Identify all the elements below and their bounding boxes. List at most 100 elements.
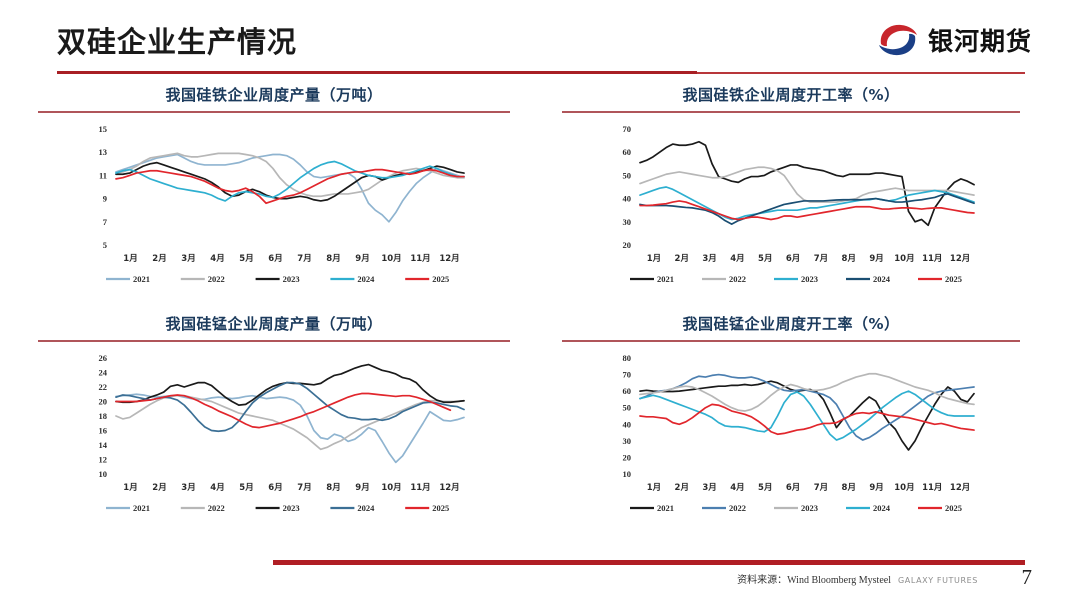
svg-text:5月: 5月 — [239, 254, 253, 264]
svg-text:10月: 10月 — [894, 254, 914, 264]
svg-text:6月: 6月 — [786, 483, 800, 493]
svg-text:10: 10 — [99, 469, 108, 479]
chart-panel-ferrosilicon-output: 我国硅铁企业周度产量（万吨） 5 7 9 11 13 15 1月 2月 3月 4月 5月 6月 7月 8月… — [38, 84, 510, 303]
chart-canvas: 5 7 9 11 13 15 1月 2月 3月 4月 5月 6月 7月 8月 9月 10月 11月 12月 2021… — [38, 113, 510, 303]
page-title: 双硅企业生产情况 — [57, 25, 298, 59]
svg-text:11月: 11月 — [410, 254, 430, 264]
svg-text:2023: 2023 — [801, 503, 818, 513]
chart-title: 我国硅锰企业周度开工率（%） — [682, 315, 900, 333]
svg-text:2月: 2月 — [675, 254, 689, 264]
svg-text:9月: 9月 — [355, 254, 369, 264]
svg-text:12月: 12月 — [439, 483, 459, 493]
svg-text:2025: 2025 — [432, 274, 449, 284]
chart-title-rule — [562, 111, 1020, 113]
source-label: 资料来源： — [737, 575, 788, 586]
svg-text:16: 16 — [99, 426, 108, 436]
svg-text:2021: 2021 — [657, 503, 674, 513]
svg-text:11月: 11月 — [922, 254, 942, 264]
svg-text:9月: 9月 — [869, 254, 883, 264]
svg-text:70: 70 — [623, 124, 632, 134]
svg-text:7月: 7月 — [814, 254, 828, 264]
svg-text:20: 20 — [99, 397, 108, 407]
chart-panel-ferrosilicon-operating-rate: 我国硅铁企业周度开工率（%） 20 30 40 50 60 70 1月 2月 3月 4月 5月 6月 7… — [562, 84, 1020, 303]
svg-text:26: 26 — [99, 353, 108, 363]
svg-text:2022: 2022 — [729, 503, 746, 513]
svg-text:7月: 7月 — [297, 483, 311, 493]
svg-text:2024: 2024 — [873, 503, 891, 513]
svg-text:1月: 1月 — [123, 483, 137, 493]
svg-text:11月: 11月 — [922, 483, 942, 493]
svg-text:6月: 6月 — [786, 254, 800, 264]
svg-text:9: 9 — [103, 194, 107, 204]
page-header: 双硅企业生产情况 银河期货 — [0, 0, 1080, 80]
svg-text:2021: 2021 — [133, 274, 150, 284]
chart-panel-silicomanganese-output: 我国硅锰企业周度产量（万吨） 10 12 14 16 18 20 22 24 26 1月 2月 3月 4… — [38, 313, 510, 532]
svg-text:8月: 8月 — [326, 254, 340, 264]
svg-text:12: 12 — [99, 455, 108, 465]
chart-title-rule — [38, 111, 510, 113]
chart-title-rule — [562, 340, 1020, 342]
svg-text:10月: 10月 — [381, 483, 401, 493]
svg-text:12月: 12月 — [950, 254, 970, 264]
page-number: 7 — [1021, 565, 1033, 589]
brand-mark: GALAXY FUTURES — [898, 576, 978, 585]
svg-text:20: 20 — [623, 240, 632, 250]
svg-text:2023: 2023 — [283, 274, 300, 284]
chart-canvas: 20 30 40 50 60 70 1月 2月 3月 4月 5月 6月 7月 8月 9月 10月 11月 12月 2… — [562, 113, 1020, 303]
svg-text:60: 60 — [623, 147, 632, 157]
svg-text:12月: 12月 — [439, 254, 459, 264]
svg-text:7月: 7月 — [814, 483, 828, 493]
svg-text:2024: 2024 — [357, 503, 375, 513]
svg-text:5月: 5月 — [239, 483, 253, 493]
svg-text:2023: 2023 — [801, 274, 818, 284]
svg-text:10: 10 — [623, 469, 632, 479]
chart-title: 我国硅铁企业周度开工率（%） — [682, 86, 900, 104]
svg-text:5月: 5月 — [758, 254, 772, 264]
svg-text:2025: 2025 — [945, 503, 962, 513]
chart-title-rule — [38, 340, 510, 342]
source-value: Wind Bloomberg Mysteel — [787, 575, 891, 586]
logo-text: 银河期货 — [927, 27, 1032, 56]
chart-title: 我国硅锰企业周度产量（万吨） — [165, 315, 383, 333]
svg-text:2022: 2022 — [208, 274, 225, 284]
svg-text:7月: 7月 — [297, 254, 311, 264]
galaxy-swirl-icon — [877, 22, 919, 58]
svg-text:14: 14 — [99, 440, 108, 450]
svg-text:50: 50 — [623, 403, 632, 413]
svg-text:2023: 2023 — [283, 503, 300, 513]
svg-text:11: 11 — [99, 170, 107, 180]
svg-text:80: 80 — [623, 353, 632, 363]
svg-text:6月: 6月 — [268, 254, 282, 264]
footer-rule — [273, 560, 1025, 565]
svg-text:60: 60 — [623, 386, 632, 396]
svg-text:3月: 3月 — [702, 483, 716, 493]
svg-text:8月: 8月 — [842, 483, 856, 493]
svg-text:4月: 4月 — [730, 254, 744, 264]
svg-text:2021: 2021 — [657, 274, 674, 284]
svg-text:2022: 2022 — [208, 503, 225, 513]
svg-text:2025: 2025 — [432, 503, 449, 513]
svg-text:12月: 12月 — [950, 483, 970, 493]
svg-text:40: 40 — [623, 194, 632, 204]
svg-text:70: 70 — [623, 370, 632, 380]
svg-text:8月: 8月 — [842, 254, 856, 264]
chart-canvas: 10 12 14 16 18 20 22 24 26 1月 2月 3月 4月 5月 6月 7月 8月 9月 10月 1… — [38, 342, 510, 532]
svg-text:4月: 4月 — [210, 254, 224, 264]
svg-text:2024: 2024 — [873, 274, 891, 284]
svg-text:10月: 10月 — [381, 254, 401, 264]
svg-text:1月: 1月 — [647, 483, 661, 493]
svg-text:22: 22 — [99, 382, 108, 392]
svg-text:11月: 11月 — [410, 483, 430, 493]
header-rule-primary — [57, 71, 697, 74]
svg-text:2月: 2月 — [152, 483, 166, 493]
svg-text:3月: 3月 — [702, 254, 716, 264]
svg-text:24: 24 — [99, 368, 108, 378]
svg-text:1月: 1月 — [647, 254, 661, 264]
chart-panel-silicomanganese-operating-rate: 我国硅锰企业周度开工率（%） 10 20 30 40 50 60 70 80 1月 2月 3月 4月 5… — [562, 313, 1020, 532]
svg-text:5: 5 — [103, 240, 107, 250]
svg-text:2月: 2月 — [152, 254, 166, 264]
svg-text:9月: 9月 — [355, 483, 369, 493]
svg-text:30: 30 — [623, 436, 632, 446]
svg-text:4月: 4月 — [730, 483, 744, 493]
svg-text:4月: 4月 — [210, 483, 224, 493]
